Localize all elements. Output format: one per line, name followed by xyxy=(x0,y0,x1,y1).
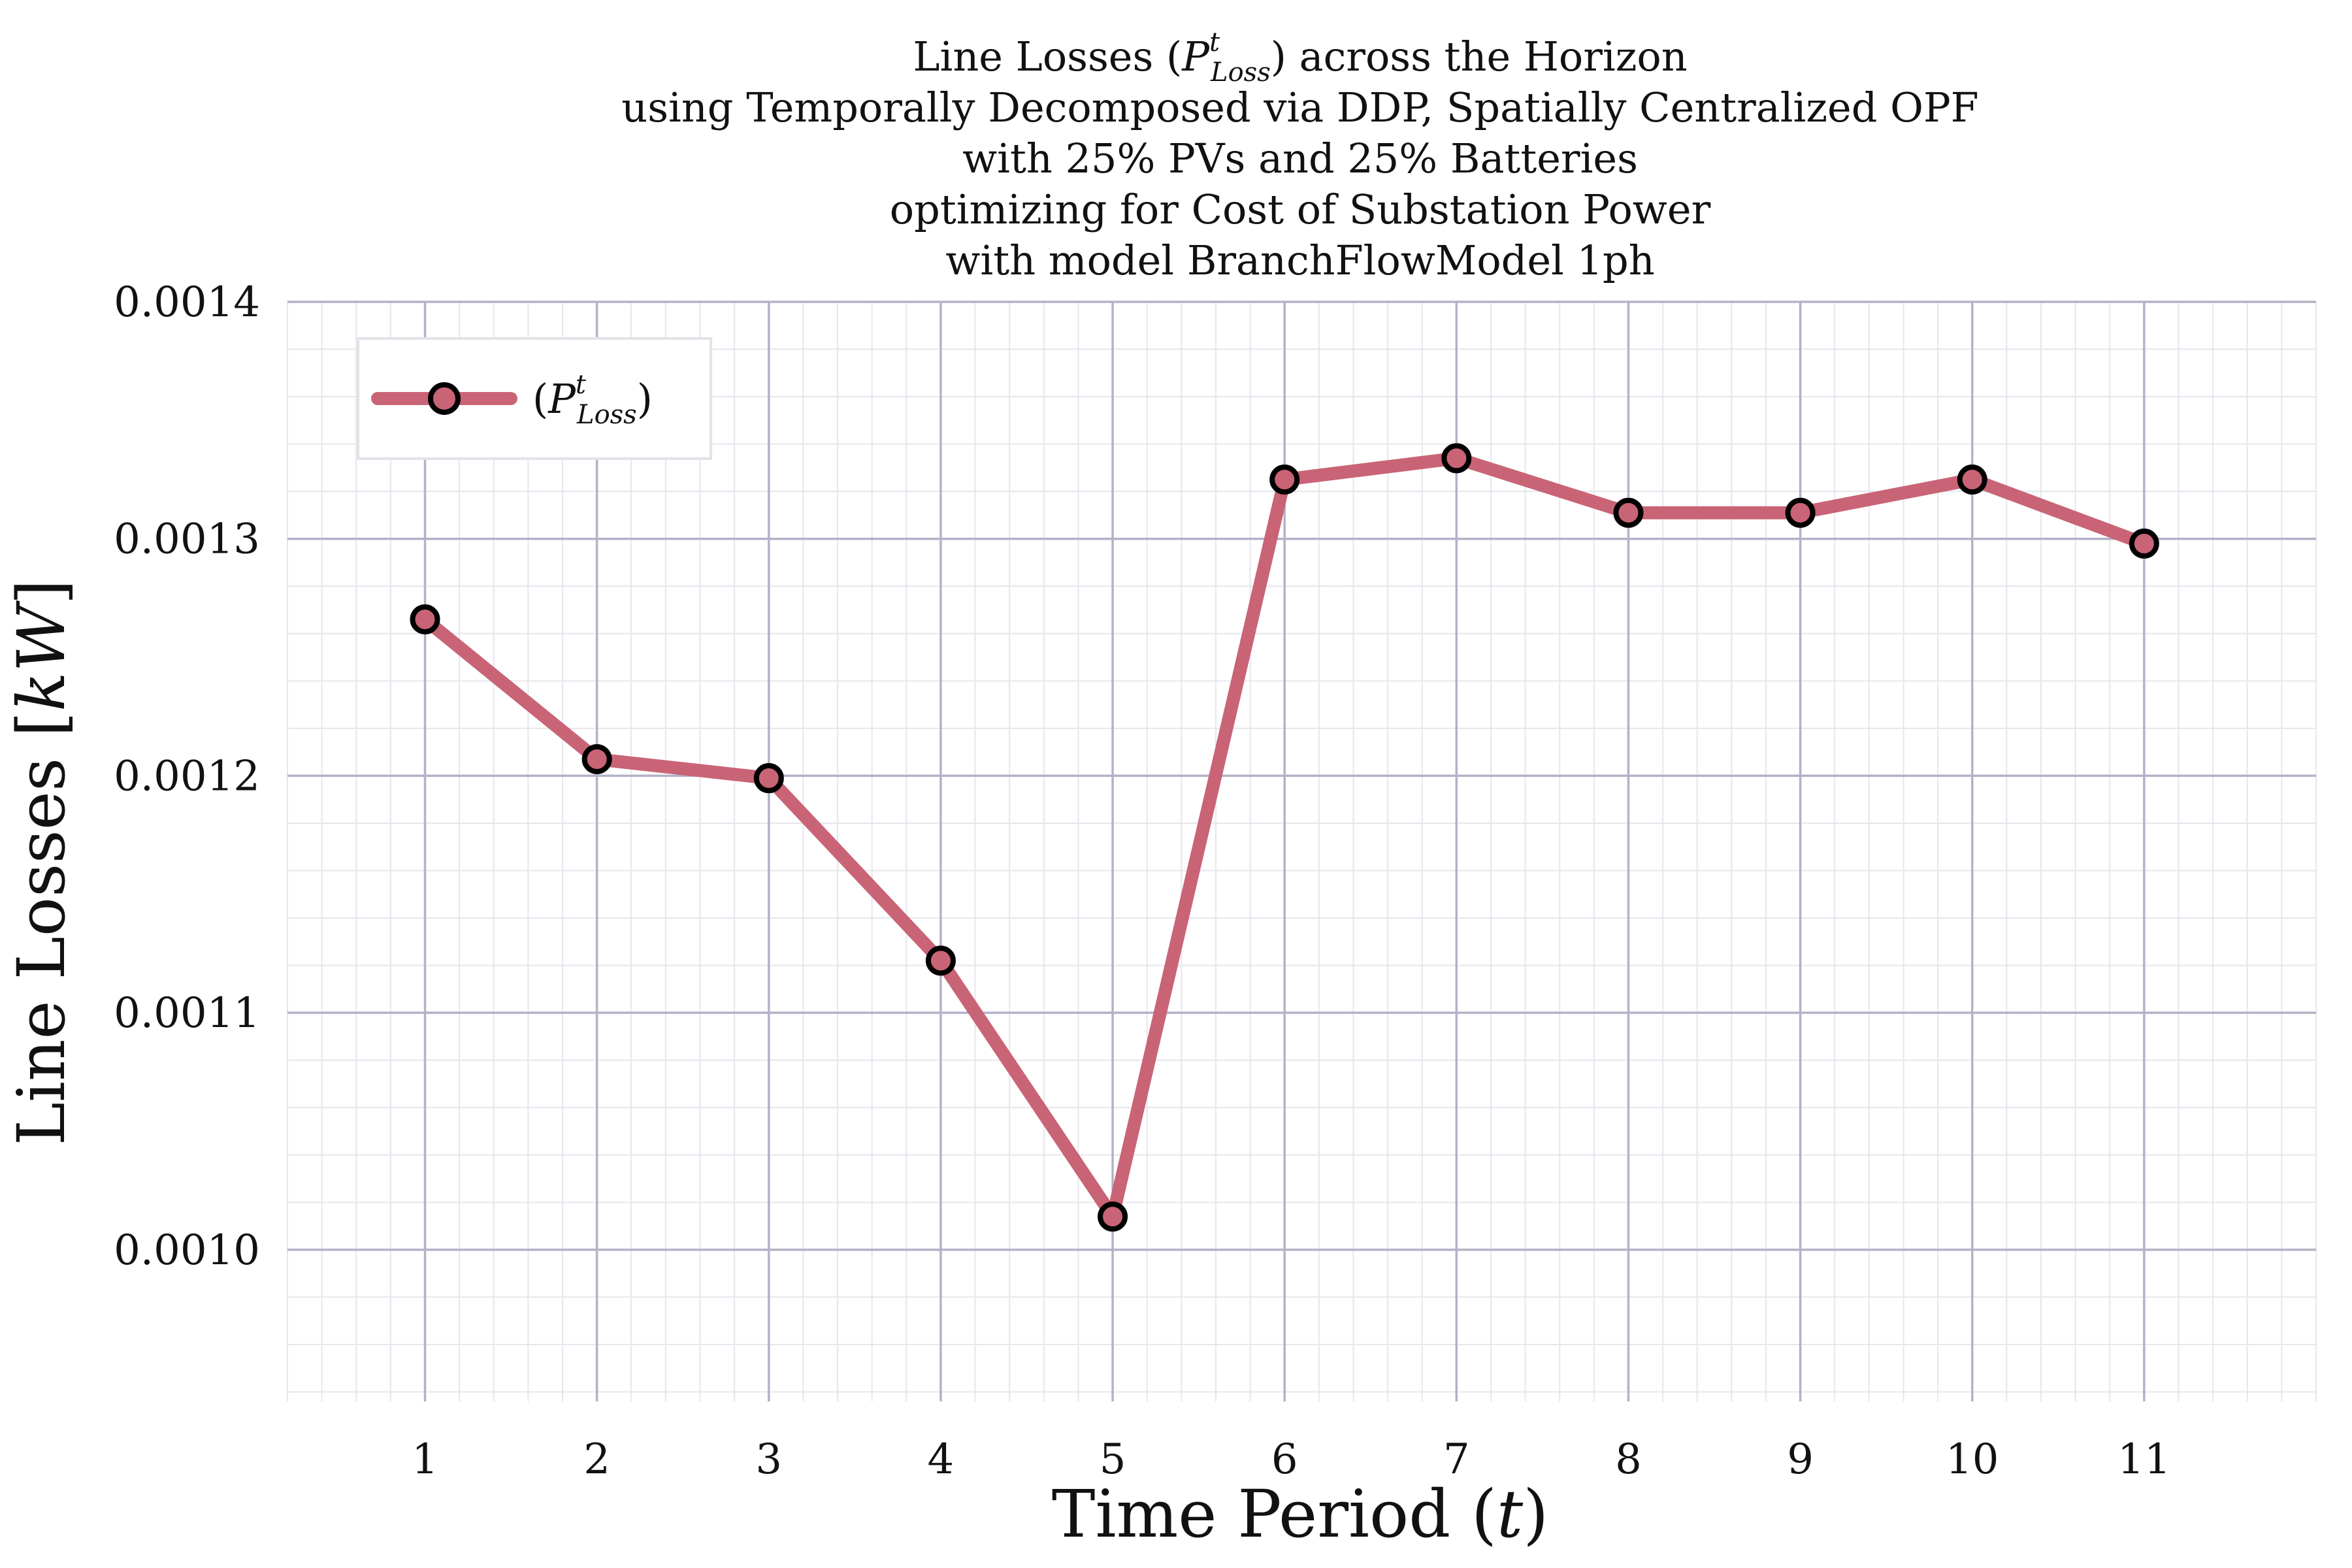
data-point xyxy=(2129,528,2159,559)
y-tick-label: 0.0012 xyxy=(114,752,260,800)
x-tick-label: 6 xyxy=(1271,1435,1298,1484)
title-line: with model BranchFlowModel 1ph xyxy=(945,237,1654,284)
title-line: using Temporally Decomposed via DDP, Spa… xyxy=(621,84,1978,131)
y-tick-label: 0.0013 xyxy=(114,515,260,564)
tick-labels: 1 2 3 4 5 6 7 8 9 10 11 0.0010 0.0011 0.0012 0.0013 0.0… xyxy=(114,278,2171,1484)
minor-grid xyxy=(287,301,2317,1401)
y-axis-label: Line Losses [kW] xyxy=(3,580,80,1146)
data-point xyxy=(1785,497,1816,528)
legend-label: (Pt Loss) xyxy=(532,370,653,430)
x-tick-label: 8 xyxy=(1615,1435,1642,1484)
data-point xyxy=(925,945,956,976)
y-tick-label: 0.0014 xyxy=(114,278,260,327)
x-tick-label: 3 xyxy=(755,1435,782,1484)
data-point xyxy=(1957,465,1987,495)
data-point xyxy=(1613,497,1644,528)
data-point xyxy=(1098,1201,1128,1232)
y-tick-label: 0.0011 xyxy=(114,989,260,1037)
x-tick-label: 10 xyxy=(1946,1435,1999,1484)
axis-labels: Time Period (t) Line Losses [kW] xyxy=(3,580,1548,1552)
title-line: Line Losses (Pt Loss) across the Horizon xyxy=(913,27,1687,88)
legend: (Pt Loss) xyxy=(357,337,712,460)
chart-title: Line Losses (Pt Loss) across the Horizonu… xyxy=(621,27,1978,284)
data-point xyxy=(581,744,612,775)
data-point xyxy=(1441,443,1472,474)
data-point xyxy=(410,604,440,635)
x-axis-label: Time Period (t) xyxy=(1052,1476,1548,1552)
x-tick-label: 2 xyxy=(583,1435,610,1484)
title-line: optimizing for Cost of Substation Power xyxy=(890,186,1711,233)
x-tick-label: 4 xyxy=(928,1435,955,1484)
title-line: with 25% PVs and 25% Batteries xyxy=(962,135,1638,182)
legend-marker-swatch xyxy=(428,382,461,415)
x-tick-label: 11 xyxy=(2117,1435,2170,1484)
x-tick-label: 7 xyxy=(1443,1435,1470,1484)
data-point xyxy=(753,763,784,794)
x-tick-label: 5 xyxy=(1100,1435,1126,1484)
major-grid xyxy=(287,301,2316,1401)
series-layer xyxy=(410,443,2159,1232)
data-point xyxy=(1269,465,1300,495)
x-tick-label: 9 xyxy=(1787,1435,1814,1484)
y-tick-label: 0.0010 xyxy=(114,1226,260,1275)
x-tick-label: 1 xyxy=(412,1435,438,1484)
